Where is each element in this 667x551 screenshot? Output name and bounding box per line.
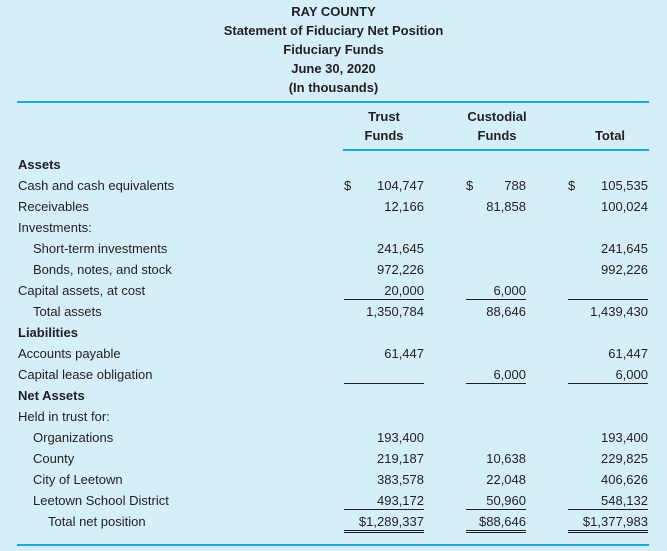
trust-value: 193,400: [377, 430, 424, 445]
trust-value: 972,226: [377, 262, 424, 277]
row-label: Net Assets: [18, 388, 85, 403]
custodial-value: 81,858: [486, 199, 526, 214]
subtotal-underline: [344, 299, 424, 300]
table-row: Investments:: [0, 217, 667, 238]
total-value: 992,226: [601, 262, 648, 277]
trust-value: 383,578: [377, 472, 424, 487]
total-value: 6,000: [615, 367, 648, 382]
top-rule: [17, 101, 649, 103]
subtotal-underline: [466, 383, 526, 384]
total-value: 241,645: [601, 241, 648, 256]
row-label: Organizations: [33, 430, 114, 445]
row-label: Accounts payable: [18, 346, 121, 361]
col-custodial-line1: Custodial: [467, 109, 527, 124]
row-label: Short-term investments: [33, 241, 168, 256]
trust-value: 61,447: [384, 346, 424, 361]
table-row: Leetown School District 493,172 50,960 5…: [0, 490, 667, 511]
table-row: Capital lease obligation 6,000 6,000: [0, 364, 667, 385]
double-underline-top: [344, 530, 424, 531]
total-value: $1,377,983: [582, 514, 648, 529]
row-label: Held in trust for:: [18, 409, 110, 424]
double-underline-bottom: [568, 532, 648, 533]
entity-title: RAY COUNTY: [291, 4, 376, 19]
col-custodial-line2: Funds: [477, 128, 517, 143]
trust-value: 493,172: [377, 493, 424, 508]
header-rule: [343, 149, 649, 151]
row-label: Liabilities: [18, 325, 78, 340]
total-value: 100,024: [601, 199, 648, 214]
col-total: Total: [594, 128, 626, 143]
row-label: Total net position: [48, 514, 146, 529]
total-value: 61,447: [608, 346, 648, 361]
row-label: Receivables: [18, 199, 89, 214]
trust-value: 219,187: [377, 451, 424, 466]
double-underline-top: [568, 530, 648, 531]
custodial-value: 50,960: [486, 493, 526, 508]
row-label: Investments:: [18, 220, 92, 235]
total-value: 229,825: [601, 451, 648, 466]
row-label: County: [33, 451, 75, 466]
custodial-value: 6,000: [493, 367, 526, 382]
table-row: Receivables 12,166 81,858 100,024: [0, 196, 667, 217]
trust-value: 1,350,784: [366, 304, 424, 319]
total-value: 1,439,430: [590, 304, 648, 319]
table-row: Capital assets, at cost 20,000 6,000: [0, 280, 667, 301]
row-label: Capital assets, at cost: [18, 283, 146, 298]
custodial-value: 88,646: [486, 304, 526, 319]
col-trust-line2: Funds: [364, 128, 404, 143]
table-row-liabilities-section: Liabilities: [0, 322, 667, 343]
table-row-net-assets-section: Net Assets: [0, 385, 667, 406]
col-trust-line1: Trust: [368, 109, 400, 124]
table-row-total-net-position: Total net position $1,289,337 $88,646 $1…: [0, 511, 667, 532]
table-row: City of Leetown 383,578 22,048 406,626: [0, 469, 667, 490]
subtotal-underline: [466, 299, 526, 300]
row-label: Bonds, notes, and stock: [33, 262, 172, 277]
row-label: Cash and cash equivalents: [18, 178, 175, 193]
trust-value: $1,289,337: [358, 514, 424, 529]
table-row-total-assets: Total assets 1,350,784 88,646 1,439,430: [0, 301, 667, 322]
table-row: Cash and cash equivalents $104,747 $788 …: [0, 175, 667, 196]
statement-title: Statement of Fiduciary Net Position: [223, 23, 444, 38]
custodial-value: $788: [466, 178, 526, 193]
bottom-rule: [17, 544, 649, 546]
trust-value: 12,166: [384, 199, 424, 214]
double-underline-top: [466, 530, 526, 531]
total-value: 406,626: [601, 472, 648, 487]
table-row: Organizations 193,400 193,400: [0, 427, 667, 448]
custodial-value: $88,646: [479, 514, 526, 529]
row-label: City of Leetown: [33, 472, 123, 487]
table-row: Bonds, notes, and stock 972,226 992,226: [0, 259, 667, 280]
row-label: Assets: [18, 157, 61, 172]
custodial-value: 10,638: [486, 451, 526, 466]
total-value: $105,535: [568, 178, 648, 193]
row-label: Total assets: [33, 304, 102, 319]
table-row: County 219,187 10,638 229,825: [0, 448, 667, 469]
subtotal-underline: [344, 509, 424, 510]
table-row: Short-term investments 241,645 241,645: [0, 238, 667, 259]
custodial-value: 6,000: [493, 283, 526, 298]
subtotal-underline: [568, 299, 648, 300]
double-underline-bottom: [466, 532, 526, 533]
subtotal-underline: [568, 383, 648, 384]
units-subtitle: (In thousands): [288, 80, 379, 95]
table-row-assets-section: Assets: [0, 154, 667, 175]
row-label: Leetown School District: [33, 493, 169, 508]
total-value: 193,400: [601, 430, 648, 445]
custodial-value: 22,048: [486, 472, 526, 487]
table-row: Accounts payable 61,447 61,447: [0, 343, 667, 364]
double-underline-bottom: [344, 532, 424, 533]
trust-value: $104,747: [344, 178, 424, 193]
date-subtitle: June 30, 2020: [291, 61, 376, 76]
funds-subtitle: Fiduciary Funds: [283, 42, 384, 57]
trust-value: 241,645: [377, 241, 424, 256]
table-row: Held in trust for:: [0, 406, 667, 427]
row-label: Capital lease obligation: [18, 367, 153, 382]
trust-value: 20,000: [384, 283, 424, 298]
subtotal-underline: [344, 383, 424, 384]
subtotal-underline: [568, 509, 648, 510]
subtotal-underline: [466, 509, 526, 510]
total-value: 548,132: [601, 493, 648, 508]
